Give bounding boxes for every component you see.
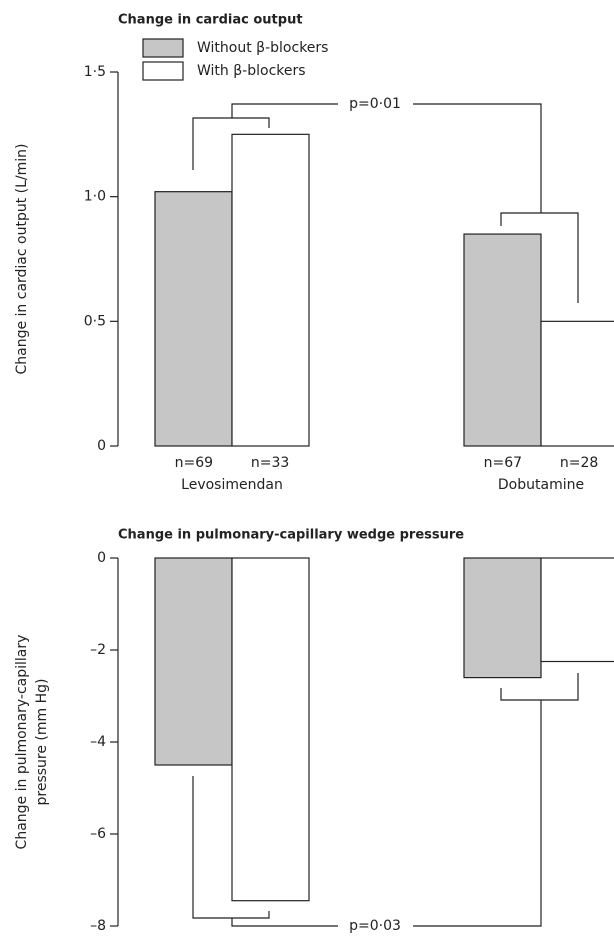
y-axis-label: pressure (mm Hg) xyxy=(34,679,50,806)
legend-label: With β-blockers xyxy=(197,63,306,79)
legend-swatch xyxy=(142,61,184,81)
y-tick-label: –2 xyxy=(90,642,106,658)
annotation: p=0·03 xyxy=(349,918,401,934)
y-tick-label: 0 xyxy=(97,550,106,566)
y-tick-label: –4 xyxy=(90,734,106,750)
legend-label: Without β-blockers xyxy=(197,40,328,56)
y-axis-label: Change in cardiac output (L/min) xyxy=(14,143,30,374)
chart-title: Change in pulmonary-capillary wedge pres… xyxy=(118,528,464,543)
y-tick-label: –8 xyxy=(90,918,106,934)
y-tick-label: 0 xyxy=(97,438,106,454)
bar xyxy=(154,557,233,766)
legend-swatch xyxy=(142,38,184,58)
bar xyxy=(154,191,233,447)
y-tick-label: 1·0 xyxy=(84,189,106,205)
x-tick-label: Dobutamine xyxy=(498,477,584,493)
bracket xyxy=(231,103,338,118)
sample-size: n=69 xyxy=(175,455,213,471)
sample-size: n=28 xyxy=(560,455,598,471)
bar xyxy=(231,557,310,902)
bar xyxy=(540,557,614,663)
y-tick-label: 0·5 xyxy=(84,313,106,329)
brackets xyxy=(192,103,579,927)
bracket xyxy=(192,776,270,919)
bar xyxy=(540,320,614,447)
y-tick-label: 1·5 xyxy=(84,64,106,80)
y-tick-label: –6 xyxy=(90,826,106,842)
bracket xyxy=(500,212,579,303)
annotation: p=0·01 xyxy=(349,96,401,112)
bracket xyxy=(500,673,579,701)
bar xyxy=(463,557,542,679)
bracket xyxy=(413,700,542,927)
bracket xyxy=(413,103,542,213)
bracket xyxy=(192,117,270,170)
sample-size: n=33 xyxy=(251,455,289,471)
x-tick-label: Levosimendan xyxy=(181,477,283,493)
bar xyxy=(463,233,542,447)
bracket xyxy=(231,918,338,927)
chart-title: Change in cardiac output xyxy=(118,13,303,28)
bar xyxy=(231,133,310,447)
y-axis-label: Change in pulmonary-capillary xyxy=(14,635,30,850)
sample-size: n=67 xyxy=(484,455,522,471)
